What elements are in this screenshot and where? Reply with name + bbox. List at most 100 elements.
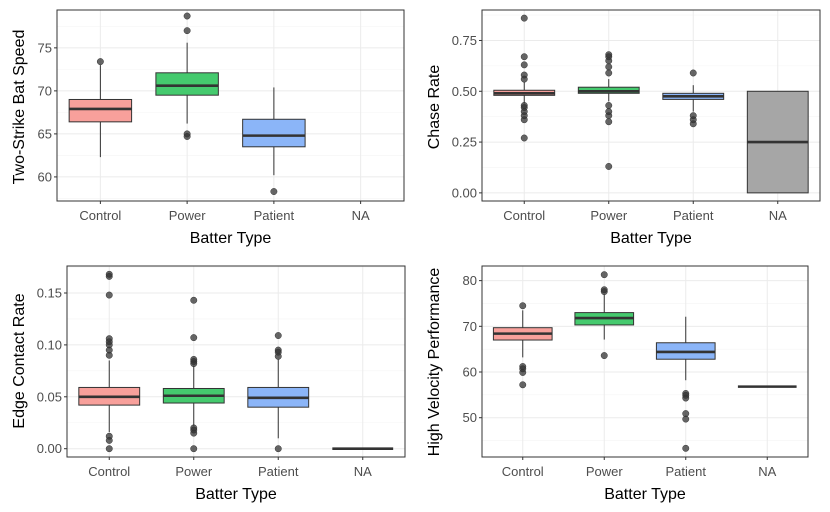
outlier-point: [519, 381, 527, 389]
box-control: [68, 58, 133, 158]
iqr-box: [68, 98, 133, 123]
plot-area: 50 60 70 80 Control Power Patient NA: [463, 265, 809, 479]
outlier-point: [519, 363, 527, 370]
y-axis-title: Two-Strike Bat Speed: [11, 30, 28, 185]
x-tick-label: Patient: [666, 464, 707, 479]
outlier-point: [183, 12, 191, 20]
outlier-point: [190, 445, 198, 453]
iqr-box: [155, 72, 219, 96]
panel-border: [481, 265, 809, 458]
outlier-point: [274, 346, 282, 354]
outlier-point: [183, 27, 191, 35]
outlier-point: [600, 271, 608, 279]
y-axis-title: Chase Rate: [426, 65, 443, 150]
x-axis-title: Batter Type: [610, 230, 692, 247]
panel-background: [67, 266, 405, 457]
outlier-point: [520, 102, 528, 109]
outlier-point: [274, 332, 282, 339]
outlier-point: [105, 445, 113, 453]
panel-border: [481, 9, 821, 202]
x-tick-label: NA: [352, 208, 370, 223]
box-control: [493, 14, 556, 142]
x-tick-label: Control: [88, 464, 130, 479]
y-tick-label: 70: [463, 319, 477, 334]
outlier-point: [689, 112, 697, 120]
outlier-point: [190, 355, 198, 363]
y-tick-label: 0.15: [37, 285, 62, 300]
high-velocity-performance-chart: 50 60 70 80 Control Power Patient NA High Veloc…: [426, 265, 809, 503]
x-tick-label: Power: [175, 464, 213, 479]
outlier-point: [682, 410, 690, 418]
outlier-point: [183, 130, 191, 138]
y-tick-label: 0.10: [37, 337, 62, 352]
outlier-point: [605, 63, 613, 71]
x-tick-label: NA: [769, 208, 787, 223]
y-tick-label: 60: [463, 365, 477, 380]
outlier-point: [274, 445, 282, 453]
outlier-point: [105, 335, 113, 343]
outlier-point: [605, 102, 613, 109]
box-power: [574, 271, 635, 360]
x-tick-label: Control: [502, 464, 544, 479]
outlier-point: [190, 296, 198, 304]
outlier-point: [600, 286, 608, 294]
outlier-point: [520, 134, 528, 142]
outlier-point: [605, 51, 613, 59]
x-axis-title: Batter Type: [604, 486, 686, 503]
outlier-point: [520, 53, 528, 61]
outlier-point: [600, 352, 608, 360]
y-tick-label: 0.00: [452, 185, 477, 200]
box-na: [746, 90, 809, 194]
x-tick-label: Patient: [258, 464, 299, 479]
x-axis-title: Batter Type: [190, 230, 272, 247]
chase-rate-chart: 0.00 0.25 0.50 0.75 Control Power Patient NA Ch…: [426, 9, 821, 247]
outlier-point: [605, 118, 613, 126]
plot-area: 60 65 70 75 Control Power Patient NA: [38, 9, 405, 223]
outlier-point: [105, 291, 113, 299]
two-strike-bat-speed-chart: 60 65 70 75 Control Power Patient NA Two-Strike…: [11, 9, 405, 247]
y-tick-label: 0.25: [452, 135, 477, 150]
box-patient: [247, 332, 310, 453]
outlier-point: [520, 14, 528, 22]
box-patient: [242, 87, 306, 195]
y-tick-label: 50: [463, 410, 477, 425]
y-tick-label: 0.00: [37, 441, 62, 456]
plot-area: 0.00 0.25 0.50 0.75 Control Power Patient NA: [452, 9, 821, 223]
x-tick-label: Power: [169, 208, 207, 223]
outlier-point: [105, 432, 113, 440]
y-tick-label: 0.50: [452, 84, 477, 99]
y-tick-label: 75: [38, 40, 52, 55]
x-axis-title: Batter Type: [195, 486, 277, 503]
box-power: [155, 12, 219, 140]
x-tick-label: Patient: [673, 208, 714, 223]
outlier-point: [520, 61, 528, 69]
iqr-box: [242, 118, 306, 148]
y-tick-label: 60: [38, 169, 52, 184]
x-tick-label: NA: [758, 464, 776, 479]
outlier-point: [605, 69, 613, 77]
outlier-point: [190, 424, 198, 432]
outlier-point: [682, 444, 690, 452]
outlier-point: [605, 108, 613, 116]
outlier-point: [519, 302, 527, 310]
y-axis-title: High Velocity Performance: [426, 268, 443, 457]
box-patient: [662, 69, 725, 128]
outlier-point: [96, 58, 104, 66]
outlier-point: [105, 270, 113, 278]
outlier-point: [190, 334, 198, 342]
x-tick-label: NA: [354, 464, 372, 479]
outlier-point: [682, 390, 690, 397]
outlier-point: [605, 163, 613, 170]
outlier-point: [689, 69, 697, 77]
box-power: [162, 296, 225, 453]
y-axis-title: Edge Contact Rate: [11, 293, 28, 428]
y-tick-label: 80: [463, 273, 477, 288]
x-tick-label: Power: [586, 464, 624, 479]
edge-contact-rate-chart: 0.00 0.05 0.10 0.15 Control Power Patient NA Ed…: [11, 265, 406, 503]
box-power: [577, 51, 640, 170]
plot-area: 0.00 0.05 0.10 0.15 Control Power Patient NA: [37, 265, 406, 479]
x-tick-label: Patient: [254, 208, 295, 223]
y-tick-label: 65: [38, 126, 52, 141]
panel-border: [56, 9, 405, 202]
